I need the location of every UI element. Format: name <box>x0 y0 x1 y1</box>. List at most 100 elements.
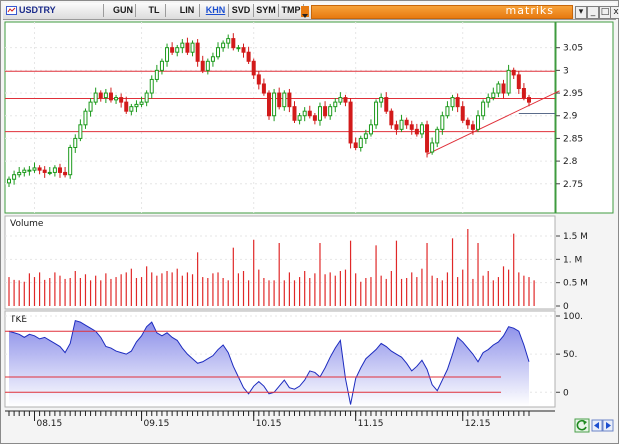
candle-body <box>98 92 103 99</box>
candle <box>190 40 195 57</box>
candle <box>159 58 164 75</box>
candle-body <box>317 106 322 121</box>
candle <box>440 111 445 135</box>
candle <box>328 103 333 120</box>
candle <box>12 170 17 185</box>
refresh-icon[interactable] <box>574 418 590 433</box>
scroll-left-icon[interactable] <box>591 419 603 432</box>
candle <box>251 58 256 79</box>
candle-body <box>425 124 430 153</box>
candle <box>414 123 419 137</box>
candle <box>78 119 83 142</box>
candle <box>343 94 348 107</box>
candle-body <box>435 128 440 144</box>
tke-panel: TKE 100. 50. 0 <box>4 310 583 408</box>
candle <box>170 42 175 55</box>
candle <box>379 93 384 108</box>
scroll-right-icon[interactable] <box>602 419 614 432</box>
candle-body <box>231 38 236 49</box>
candle <box>287 88 292 113</box>
candle <box>17 166 22 178</box>
close-icon[interactable]: x <box>610 6 619 19</box>
candle <box>450 94 455 111</box>
candle-body <box>251 60 256 76</box>
price-panel-bg <box>4 21 556 214</box>
candle <box>37 165 42 175</box>
candle <box>363 129 368 144</box>
btn-sym[interactable]: SYM <box>254 4 279 17</box>
candle-body <box>307 110 312 117</box>
candle <box>195 39 200 67</box>
dropdown-arrow-icon[interactable] <box>301 6 309 18</box>
candle <box>57 163 62 178</box>
candle <box>277 87 282 110</box>
volume-label: Volume <box>10 219 44 229</box>
candle-body <box>384 97 389 112</box>
candle-body <box>511 69 516 76</box>
candle <box>114 94 119 104</box>
candle-body <box>149 78 154 94</box>
candle <box>98 90 103 102</box>
candle <box>460 101 465 123</box>
candle <box>175 44 180 57</box>
candle-body <box>63 171 68 176</box>
btn-gun[interactable]: GUN <box>111 4 136 17</box>
candle <box>216 42 221 60</box>
time-tick-label: 11.15 <box>358 419 384 429</box>
tke-label: TKE <box>9 315 27 325</box>
candle <box>348 98 353 149</box>
candle <box>292 101 297 123</box>
menu-down-icon[interactable]: ▾ <box>575 6 587 19</box>
candle <box>231 33 236 51</box>
candle-body <box>297 115 302 121</box>
candle <box>496 81 501 98</box>
price-tick-label: 3 <box>563 66 569 76</box>
candle <box>246 46 251 65</box>
candle <box>384 92 389 114</box>
candle <box>317 102 322 126</box>
candle-body <box>200 60 205 71</box>
candle <box>119 93 124 108</box>
candle-body <box>430 142 435 153</box>
candle <box>425 120 430 158</box>
candle <box>241 43 246 58</box>
candle-body <box>272 92 277 117</box>
candle <box>527 94 531 107</box>
candle-body <box>419 124 424 135</box>
candle-body <box>521 88 526 99</box>
candle-body <box>52 167 57 173</box>
btn-lin[interactable]: LIN <box>175 4 200 17</box>
candle <box>256 70 261 90</box>
candle <box>103 88 108 104</box>
candle <box>124 96 129 114</box>
btn-khn[interactable]: KHN <box>203 4 229 17</box>
candle-body <box>460 106 465 121</box>
candle <box>470 120 475 135</box>
symbol-selector[interactable]: USDTRY <box>5 4 104 17</box>
candle-body <box>374 101 379 126</box>
price-tick-label: 2.95 <box>563 89 583 99</box>
price-tick-label: 2.75 <box>563 180 583 190</box>
candle-body <box>205 60 210 71</box>
candle-body <box>394 124 399 130</box>
candle-body <box>527 97 531 103</box>
candle <box>399 114 404 133</box>
candle <box>521 83 526 101</box>
candle <box>333 98 338 113</box>
candle-body <box>42 169 47 173</box>
minimize-icon[interactable]: _ <box>587 6 599 19</box>
candle-body <box>368 124 373 135</box>
candle <box>210 52 215 67</box>
btn-tl[interactable]: TL <box>143 4 166 17</box>
candle <box>323 101 328 119</box>
candle-body <box>7 178 11 184</box>
candle-body <box>68 146 73 176</box>
candle-body <box>261 83 266 94</box>
candle-body <box>292 106 297 121</box>
candle <box>389 108 394 129</box>
candle-body <box>302 110 307 117</box>
candle <box>358 135 363 152</box>
candle-body <box>210 56 215 62</box>
candle <box>88 98 93 117</box>
btn-svd[interactable]: SVD <box>229 4 254 17</box>
